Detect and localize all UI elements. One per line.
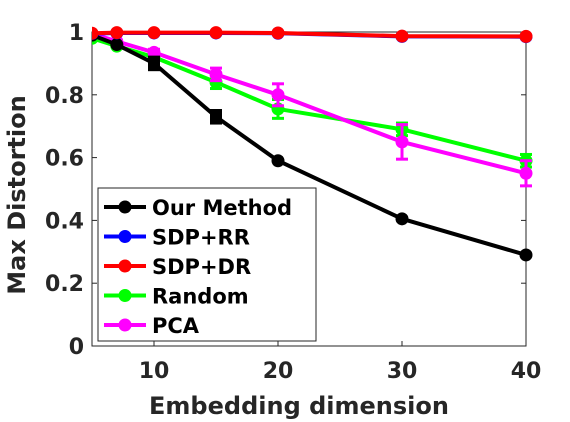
y-tick-label: 0.4 xyxy=(45,209,84,234)
data-point xyxy=(147,26,161,40)
data-point xyxy=(271,26,285,40)
y-tick-label: 0.2 xyxy=(45,272,84,297)
x-tick-label: 10 xyxy=(139,359,170,384)
y-tick-label: 0.8 xyxy=(45,84,84,109)
legend-swatch-marker xyxy=(118,230,132,243)
y-tick-label: 0.6 xyxy=(45,147,84,172)
data-point xyxy=(148,57,160,70)
legend-swatch-marker xyxy=(118,289,132,302)
data-point xyxy=(271,88,285,102)
legend-swatch-marker xyxy=(118,259,132,273)
legend-swatch-marker xyxy=(118,200,132,214)
x-tick-label: 30 xyxy=(387,359,418,384)
data-point xyxy=(395,29,409,43)
data-point xyxy=(110,26,124,40)
data-point xyxy=(209,67,223,81)
x-tick-label: 20 xyxy=(263,359,294,384)
data-point xyxy=(395,135,409,149)
x-axis-title: Embedding dimension xyxy=(149,392,449,420)
legend-swatch-marker xyxy=(118,318,132,332)
data-point xyxy=(92,26,99,40)
data-point xyxy=(519,166,533,180)
series-pca xyxy=(92,27,533,188)
data-point xyxy=(209,26,223,40)
y-tick-label: 1 xyxy=(69,21,84,46)
legend-entry-label: Our Method xyxy=(152,196,292,220)
data-point xyxy=(519,29,533,43)
legend-entry-label: SDP+RR xyxy=(152,226,250,250)
data-point xyxy=(210,110,222,123)
legend-entry-label: PCA xyxy=(152,314,200,338)
data-point xyxy=(271,154,285,168)
data-point xyxy=(395,212,409,226)
legend-entry-label: SDP+DR xyxy=(152,255,251,279)
series-our-method xyxy=(92,28,533,262)
series-sdp-dr xyxy=(92,26,533,43)
data-point xyxy=(519,248,533,262)
x-tick-label: 40 xyxy=(511,359,542,384)
data-point xyxy=(110,38,124,52)
y-axis-title: Max Distortion xyxy=(3,95,31,294)
y-tick-label: 0 xyxy=(69,335,84,360)
legend-entry-label: Random xyxy=(152,285,249,309)
